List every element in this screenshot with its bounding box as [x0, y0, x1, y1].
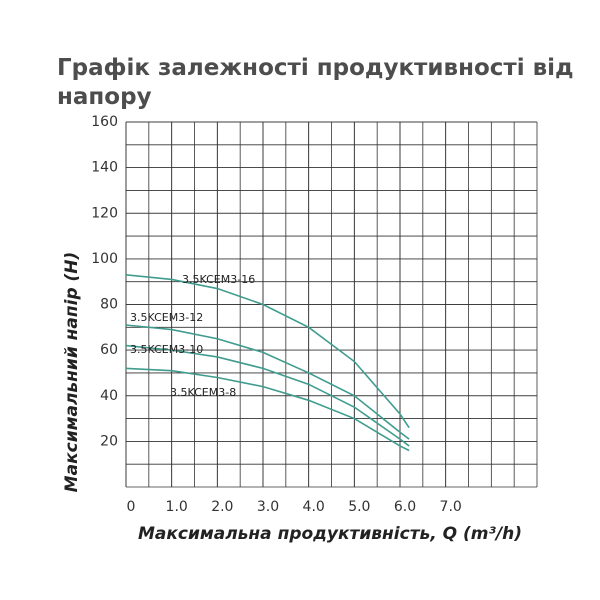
series-label: 3.5KCEM3-10 [130, 343, 203, 356]
series-label: 3.5KCEM3-8 [170, 386, 236, 399]
y-tick-label: 100 [91, 251, 118, 267]
y-tick-label: 80 [100, 297, 118, 313]
y-tick-label: 60 [100, 342, 118, 358]
y-tick-label: 40 [100, 388, 118, 404]
x-tick-label: 3.0 [257, 499, 279, 515]
y-tick-label: 120 [91, 205, 118, 221]
series-label: 3.5KCEM3-16 [182, 273, 255, 286]
x-tick-label: 1.0 [166, 499, 188, 515]
x-tick-label: 2.0 [211, 499, 233, 515]
x-tick-label: 0 [127, 499, 136, 515]
series-line [125, 344, 410, 447]
y-tick-label: 160 [91, 114, 118, 130]
series-line [125, 367, 410, 452]
x-tick-label: 5.0 [348, 499, 370, 515]
chart-title: Графік залежності продуктивності від напо… [57, 55, 574, 110]
y-axis-label: Максимальний напір (Н) [62, 252, 82, 493]
series-label: 3.5KCEM3-12 [130, 311, 203, 324]
series-line [125, 324, 410, 440]
x-tick-label: 7.0 [440, 499, 462, 515]
x-tick-label: 4.0 [303, 499, 325, 515]
y-tick-label: 140 [91, 160, 118, 176]
x-tick-label: 6.0 [394, 499, 416, 515]
y-tick-label: 20 [100, 433, 118, 449]
x-axis-label: Максимальна продуктивність, Q (m³/h) [138, 524, 522, 544]
series-line [125, 274, 410, 429]
